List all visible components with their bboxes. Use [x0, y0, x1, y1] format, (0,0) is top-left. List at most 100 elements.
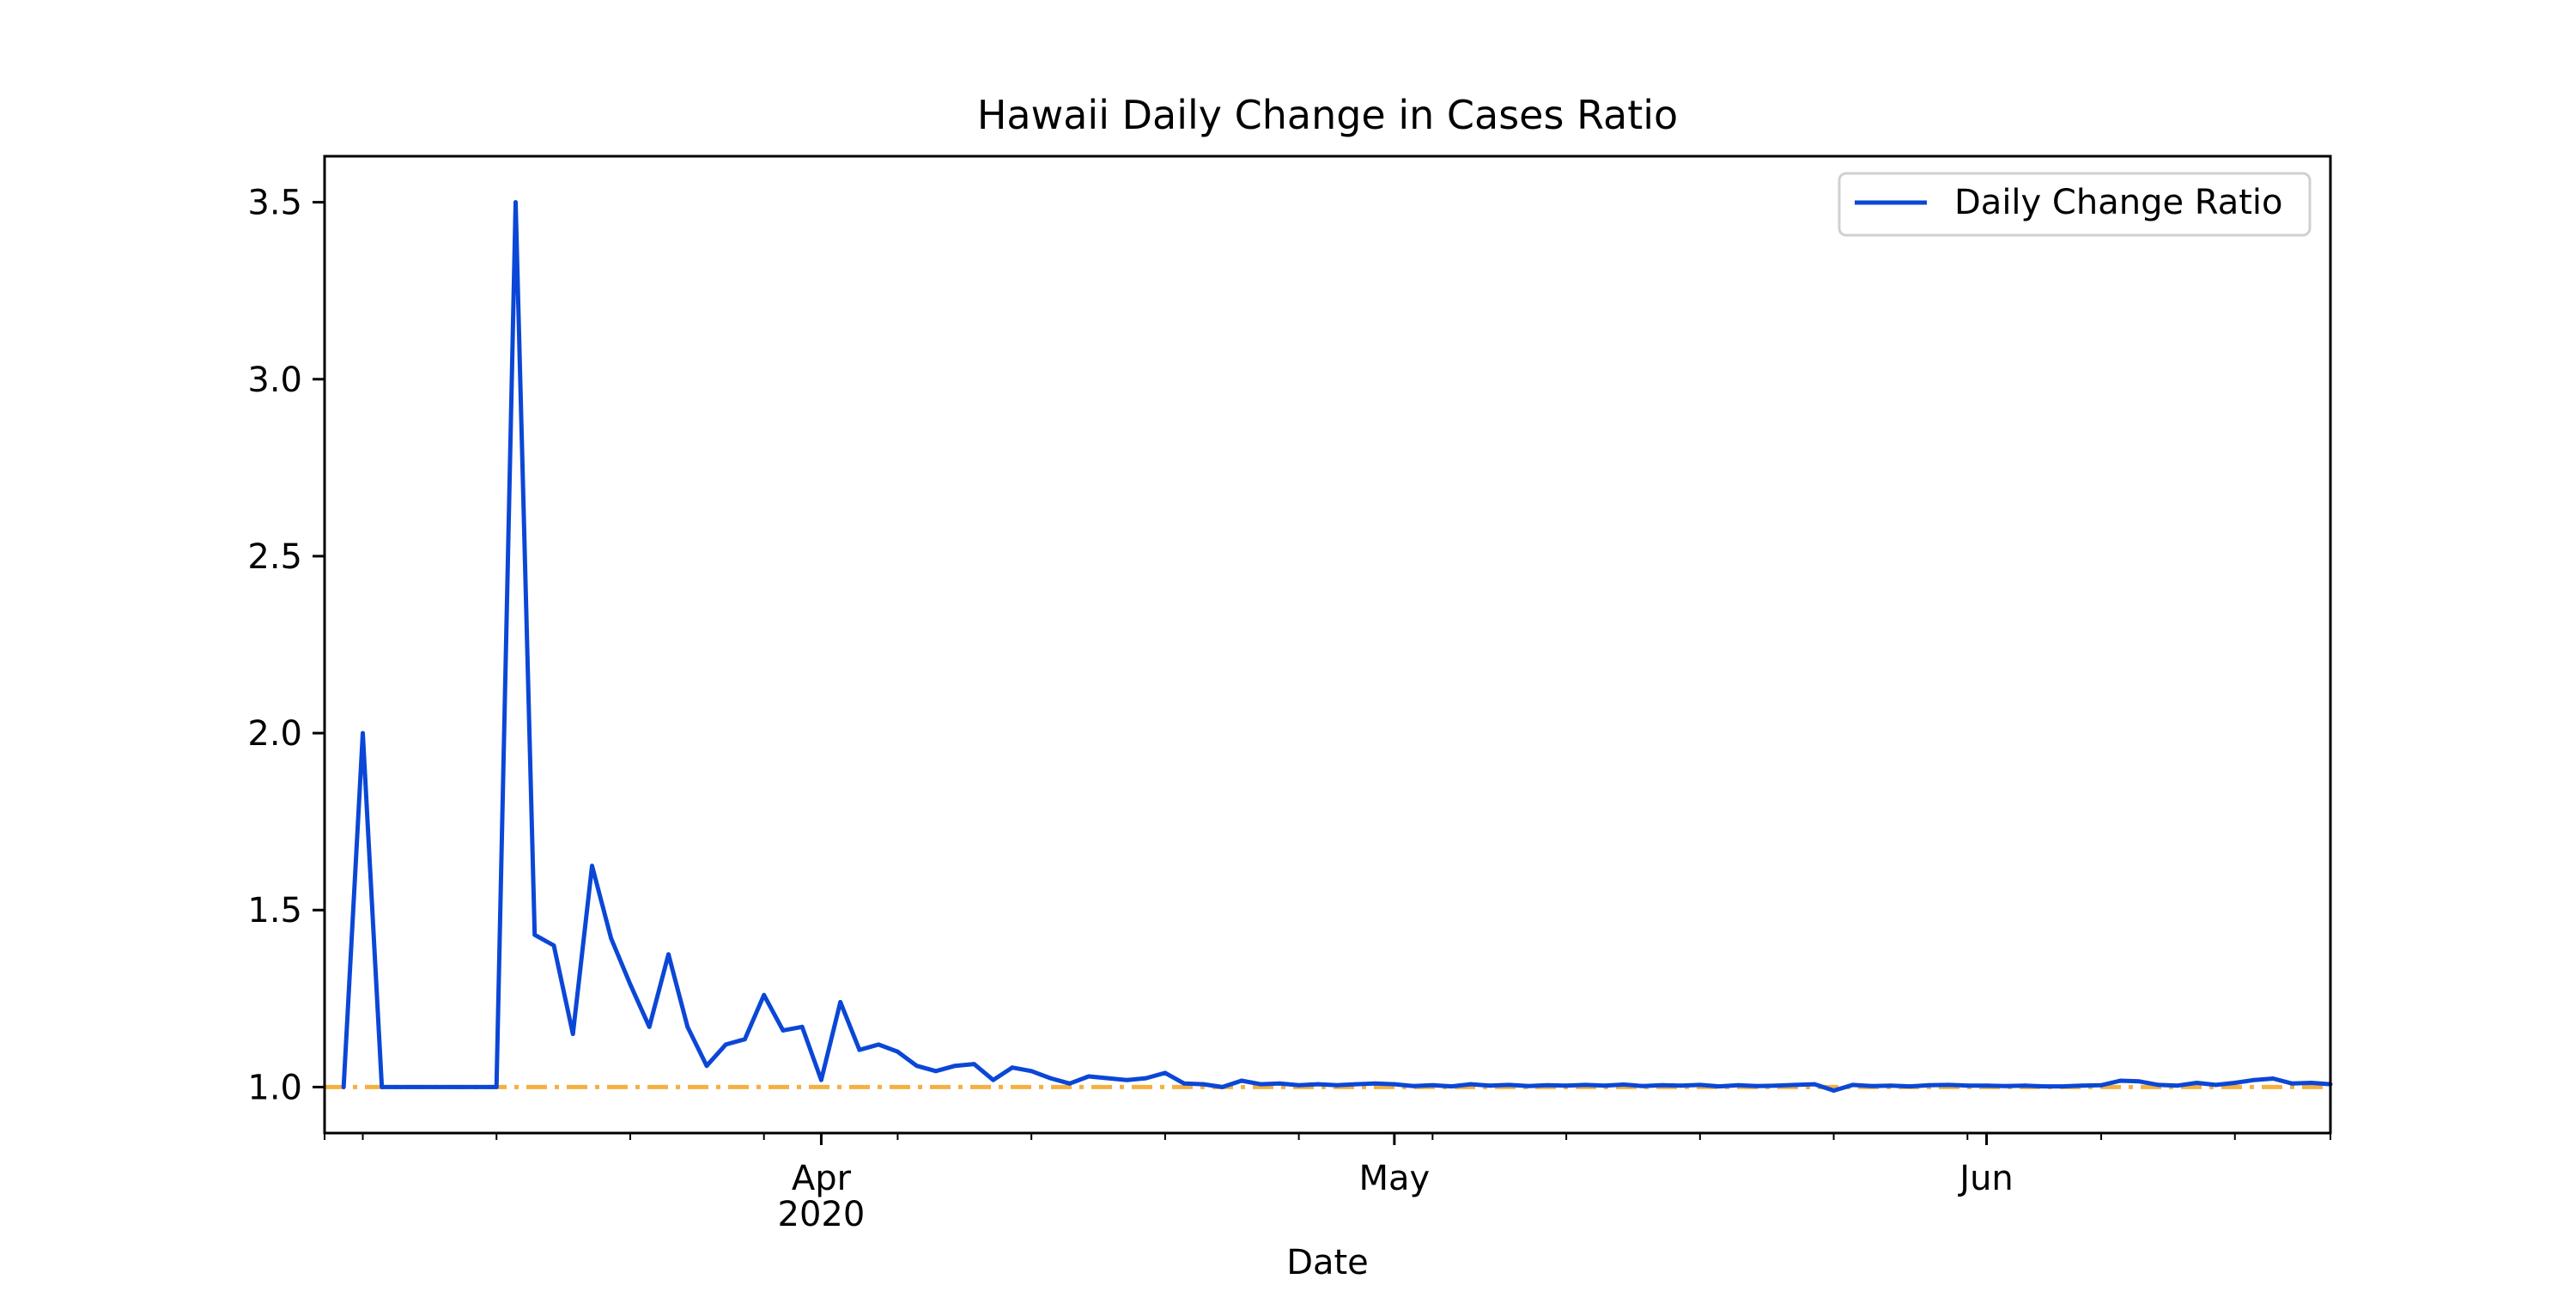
data-point — [933, 1069, 939, 1074]
data-point — [1735, 1082, 1741, 1088]
data-point — [1220, 1085, 1224, 1089]
data-point — [1354, 1082, 1358, 1087]
data-point — [723, 1042, 728, 1047]
data-point — [819, 1077, 823, 1082]
data-point — [1793, 1082, 1798, 1088]
data-point — [437, 1085, 441, 1089]
data-point — [1105, 1076, 1110, 1081]
y-tick-label: 1.5 — [247, 891, 302, 930]
x-tick-label: May — [1359, 1159, 1431, 1198]
data-point — [1659, 1082, 1664, 1088]
data-point — [1278, 1081, 1282, 1086]
data-point — [361, 730, 365, 736]
data-point — [1832, 1088, 1837, 1093]
data-point — [1010, 1065, 1015, 1070]
data-point — [704, 1064, 709, 1069]
data-point — [1755, 1083, 1759, 1088]
data-point — [628, 982, 633, 987]
data-point — [2061, 1084, 2065, 1088]
data-point — [647, 1024, 652, 1029]
data-point — [2270, 1076, 2275, 1081]
data-point — [1640, 1083, 1645, 1088]
data-point — [1201, 1082, 1206, 1087]
data-point — [1067, 1081, 1072, 1086]
data-point — [2041, 1084, 2046, 1088]
data-point — [1258, 1082, 1263, 1087]
y-tick-label: 2.5 — [247, 537, 302, 577]
data-point — [2080, 1083, 2085, 1088]
data-point — [972, 1062, 976, 1066]
data-point — [799, 1024, 805, 1029]
data-point — [1984, 1083, 1989, 1088]
data-point — [2290, 1081, 2294, 1086]
data-point — [1545, 1082, 1550, 1088]
data-point — [570, 1032, 575, 1036]
data-point — [1602, 1083, 1607, 1088]
data-point — [1869, 1083, 1874, 1088]
data-point — [876, 1042, 881, 1047]
data-point — [1239, 1078, 1244, 1083]
data-point — [1431, 1082, 1435, 1088]
data-point — [398, 1085, 404, 1089]
data-point — [2194, 1081, 2199, 1085]
data-point — [1698, 1082, 1703, 1088]
data-point — [2022, 1083, 2027, 1088]
data-point — [1487, 1083, 1492, 1088]
data-point — [838, 1000, 843, 1004]
data-point — [1392, 1082, 1397, 1087]
data-point — [1048, 1076, 1053, 1081]
data-point — [1850, 1082, 1856, 1088]
data-point — [1564, 1083, 1569, 1088]
data-point — [666, 952, 671, 957]
x-tick-sublabel: 2020 — [778, 1195, 866, 1234]
data-point — [2233, 1081, 2238, 1085]
data-point — [475, 1085, 480, 1089]
data-point — [1812, 1082, 1817, 1087]
data-point — [590, 864, 594, 869]
data-point — [2137, 1079, 2142, 1084]
data-point — [857, 1047, 862, 1052]
data-point — [1029, 1069, 1034, 1074]
y-tick-label: 3.0 — [247, 361, 302, 400]
series-layer — [341, 200, 2333, 1093]
legend: Daily Change Ratio — [1838, 172, 2312, 237]
data-point — [341, 1085, 346, 1089]
data-point — [1679, 1083, 1683, 1088]
x-tick-label: Jun — [1957, 1159, 2014, 1198]
data-point — [1965, 1083, 1970, 1088]
data-point — [2156, 1082, 2161, 1088]
data-point — [513, 200, 518, 205]
data-point — [2309, 1081, 2314, 1085]
data-point — [494, 1085, 499, 1089]
data-point — [896, 1049, 900, 1054]
data-point — [2117, 1078, 2123, 1083]
x-tick-label: Apr — [792, 1159, 852, 1198]
data-point — [2003, 1083, 2008, 1088]
data-point — [1526, 1083, 1530, 1088]
data-point — [1908, 1084, 1913, 1088]
data-point — [762, 992, 767, 997]
data-point — [1507, 1082, 1511, 1088]
y-tick-label: 3.5 — [247, 184, 302, 223]
data-point — [380, 1085, 385, 1089]
data-point — [1334, 1082, 1340, 1088]
data-point — [532, 932, 538, 937]
data-point — [1946, 1082, 1951, 1088]
data-point — [2214, 1082, 2218, 1088]
y-tick-label: 1.0 — [247, 1068, 302, 1107]
data-point — [781, 1028, 786, 1033]
data-point — [914, 1064, 920, 1069]
data-point — [1315, 1082, 1321, 1087]
data-point — [1411, 1083, 1416, 1088]
data-point — [1774, 1083, 1779, 1088]
data-point — [1888, 1083, 1893, 1088]
data-point — [1163, 1070, 1168, 1076]
plot-area-frame — [323, 155, 2332, 1135]
data-point — [456, 1085, 461, 1089]
data-point — [2099, 1082, 2104, 1088]
legend-label: Daily Change Ratio — [1954, 183, 2282, 222]
data-point — [685, 1024, 690, 1029]
